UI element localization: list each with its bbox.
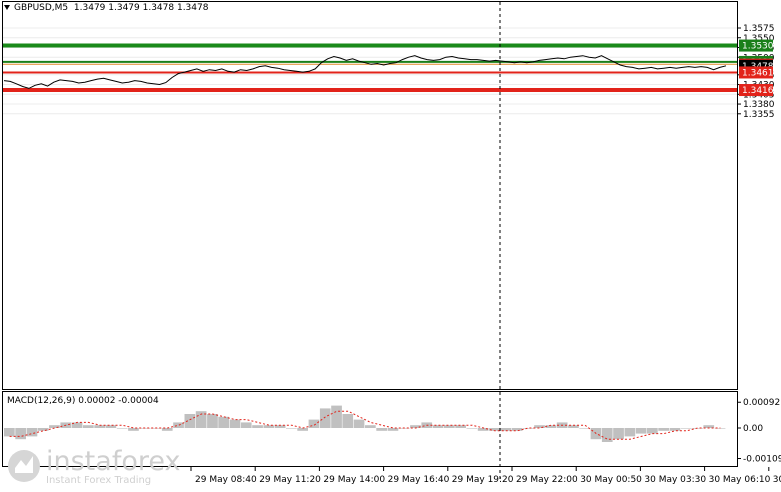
macd-histogram-bar [624, 428, 636, 437]
macd-histogram-bar [545, 425, 557, 428]
macd-histogram-bar [432, 425, 444, 428]
macd-histogram-bar [647, 428, 658, 434]
time-tick-label: 30 May 03:30 [644, 475, 706, 485]
macd-histogram-bar [161, 428, 173, 431]
time-tick-label: 29 May 08:40 [195, 475, 257, 485]
macd-histogram-bar [286, 428, 297, 429]
price-tick-label: 1.3380 [743, 100, 775, 110]
price-tick-label: 1.3575 [743, 24, 775, 34]
macd-histogram-bar [579, 428, 590, 429]
macd-histogram-bar [319, 408, 331, 428]
macd-histogram-bar [342, 414, 354, 428]
macd-histogram-bar [500, 428, 512, 431]
macd-histogram-bar [568, 425, 579, 428]
macd-histogram-bar [489, 428, 500, 431]
macd-signal-line [9, 410, 721, 440]
price-label-text: 1.3461 [742, 68, 774, 78]
macd-histogram-bar [26, 428, 38, 437]
macd-histogram-bar [635, 428, 647, 434]
macd-histogram-bar [387, 428, 399, 431]
price-label-box [739, 66, 773, 79]
macd-histogram-bar [195, 411, 207, 428]
time-tick-label: 29 May 22:00 [516, 475, 578, 485]
brand-name: instaforex [46, 446, 181, 477]
macd-histogram-bar [455, 425, 466, 428]
macd-histogram-bar [353, 419, 365, 428]
macd-histogram-bar [15, 428, 26, 440]
macd-histogram-bar [669, 428, 681, 431]
macd-histogram-bar [173, 422, 184, 428]
brand-logo: instaforex Instant Forex Trading [6, 444, 182, 486]
price-tick-label: 1.3550 [743, 34, 775, 44]
macd-tick-label: 0.00092 [743, 398, 780, 408]
macd-histogram-bar [658, 428, 669, 431]
time-tick-label: 29 May 14:00 [323, 475, 385, 485]
macd-histogram-bar [263, 425, 275, 428]
ohlc-values: 1.3479 1.3479 1.3478 1.3478 [73, 3, 209, 13]
price-series-line [3, 55, 727, 89]
macd-histogram-bar [331, 405, 342, 428]
chart-header: GBPUSD,M5 1.3479 1.3479 1.3478 1.3478 [4, 3, 208, 13]
macd-histogram-bar [240, 422, 252, 428]
macd-histogram-bar [83, 425, 94, 428]
macd-histogram-bar [116, 428, 128, 429]
macd-histogram-bar [477, 428, 489, 431]
macd-histogram-bar [4, 428, 15, 437]
macd-histogram-bar [37, 428, 49, 431]
time-tick-label: 29 May 16:40 [388, 475, 450, 485]
macd-histogram-bar [466, 428, 478, 429]
macd-histogram-bar [308, 419, 320, 428]
macd-histogram-bar [274, 425, 286, 428]
macd-histogram-bar [71, 422, 83, 428]
instaforex-logo-icon [8, 450, 40, 482]
macd-histogram-bar [534, 425, 545, 428]
macd-histogram-bar [613, 428, 624, 440]
price-label-text: 1.3416 [742, 86, 774, 96]
macd-histogram-bar [410, 425, 421, 428]
macd-histogram-bar [252, 425, 263, 428]
macd-histogram-bar [94, 425, 105, 428]
macd-tick-label: 0.00 [743, 424, 763, 434]
macd-histogram-bar [128, 428, 139, 431]
macd-histogram-bar [229, 419, 241, 428]
price-label-text: 1.3530 [742, 42, 774, 52]
macd-tick-label: -0.00109 [743, 455, 781, 465]
macd-histogram-bar [601, 428, 613, 442]
macd-histogram-bar [522, 428, 534, 429]
macd-histogram-bar [680, 428, 692, 429]
macd-histogram-bar [297, 428, 308, 431]
macd-histogram-bar [444, 425, 455, 428]
macd-histogram-bar [703, 425, 715, 428]
price-label-box [739, 39, 773, 52]
time-tick-label: 29 May 19:20 [452, 475, 514, 485]
time-tick-label: 29 May 11:20 [259, 475, 321, 485]
time-tick-label: 30 May 06:10 [709, 475, 771, 485]
macd-histogram-bar [511, 428, 523, 431]
macd-histogram-bar [49, 425, 60, 428]
time-tick-label: 30 May 00:50 [580, 475, 642, 485]
price-tick-label: 1.3355 [743, 110, 775, 120]
time-tick-label: 30 May 08:50 [773, 475, 781, 485]
brand-tagline: Instant Forex Trading [46, 475, 152, 486]
symbol-timeframe: GBPUSD,M5 [14, 3, 69, 13]
macd-histogram-bar [365, 425, 376, 428]
dropdown-triangle-icon[interactable] [4, 5, 10, 10]
macd-histogram-bar [184, 414, 196, 428]
price-pane[interactable] [2, 1, 738, 390]
macd-header: MACD(12,26,9) 0.00002 -0.00004 [7, 396, 159, 406]
macd-histogram-bar [207, 414, 218, 428]
price-label-box [739, 84, 773, 97]
macd-histogram-bar [105, 425, 117, 428]
macd-histogram-bar [376, 428, 387, 431]
macd-histogram-bar [218, 416, 229, 428]
